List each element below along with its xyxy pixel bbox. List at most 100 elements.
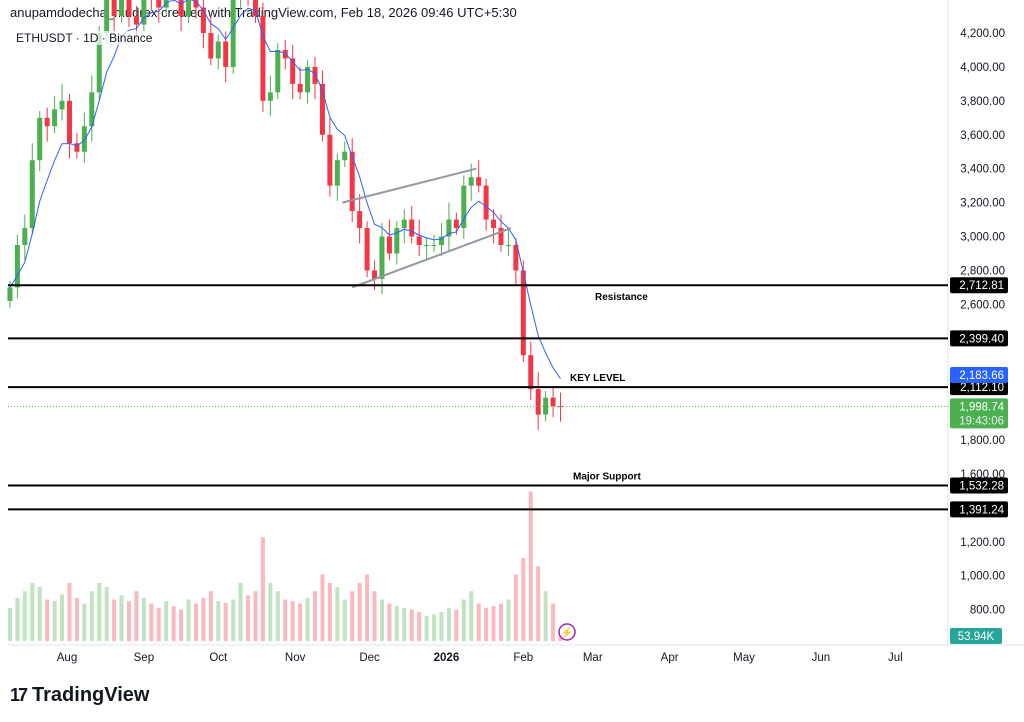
y-tick-label: 3,600.00: [960, 130, 1005, 142]
candle-body: [431, 245, 437, 246]
candle-body: [14, 245, 20, 288]
volume-bar: [216, 601, 221, 641]
lightning-icon: ⚡: [561, 626, 573, 639]
candle-body: [334, 160, 340, 186]
level-price-tag: 2,112.10: [960, 382, 1004, 394]
volume-bar: [528, 491, 533, 641]
channel-trendline: [351, 227, 512, 289]
candle-body: [401, 219, 407, 229]
x-tick-label: Dec: [359, 652, 380, 664]
level-price-tag-bg: [950, 277, 1008, 294]
ma-price-tag-bg: [950, 366, 1008, 383]
logo-text: TradingView: [32, 684, 150, 706]
moving-average-line: [9, 0, 561, 379]
level-price-tag-bg: [950, 477, 1008, 494]
level-price-tag: 2,399.40: [959, 333, 1004, 345]
y-tick-label: 1,800.00: [960, 435, 1005, 447]
candle-body: [141, 0, 147, 25]
candle-body: [357, 211, 363, 229]
volume-bar: [365, 574, 370, 641]
volume-bar: [104, 587, 109, 641]
y-tick-label: 4,000.00: [960, 62, 1005, 74]
symbol-legend[interactable]: ETHUSDT · 1D · Binance: [16, 31, 153, 45]
y-tick-label: 2,600.00: [960, 299, 1005, 311]
x-tick-label: Oct: [209, 652, 228, 664]
candle-body: [59, 100, 65, 110]
candle-body: [416, 236, 422, 245]
volume-bar: [432, 614, 437, 641]
candle-body: [52, 109, 58, 127]
y-tick-label: 4,200.00: [960, 28, 1005, 40]
candle-body: [305, 66, 311, 93]
volume-bar: [201, 597, 206, 641]
volume-bar: [357, 582, 362, 641]
x-tick-label: Jun: [812, 652, 831, 664]
x-tick-label: 2026: [434, 652, 460, 664]
candle-body: [200, 7, 206, 34]
level-annotation: Major Support: [573, 471, 641, 482]
candle-body: [7, 287, 13, 301]
countdown-timer: 19:43:06: [959, 415, 1004, 427]
candle-body: [513, 245, 519, 271]
volume-bar: [342, 599, 347, 641]
volume-bar: [313, 591, 317, 641]
volume-bar: [513, 574, 518, 641]
volume-bar: [484, 607, 489, 641]
volume-bar: [97, 582, 102, 641]
candle-body: [453, 219, 459, 229]
candle-body: [89, 92, 95, 127]
candle-body: [104, 0, 110, 33]
y-tick-label: 3,400.00: [960, 164, 1005, 176]
volume-bar: [476, 603, 481, 641]
volume-bar: [372, 591, 377, 641]
candle-body: [111, 0, 117, 17]
candle-body: [461, 185, 467, 229]
candle-body: [66, 100, 72, 144]
level-annotation: KEY LEVEL: [570, 373, 625, 384]
candle-body: [342, 151, 348, 161]
y-tick-label: 3,800.00: [960, 96, 1005, 108]
candle-body: [364, 228, 370, 271]
y-tick-label: 3,200.00: [960, 198, 1005, 210]
level-annotation: Resistance: [595, 292, 648, 303]
volume-bar: [223, 602, 228, 641]
volume-bar: [350, 591, 355, 641]
x-tick-label: Nov: [285, 652, 306, 664]
candle-body: [498, 228, 504, 245]
volume-bar: [275, 591, 280, 641]
volume-bar: [551, 603, 556, 641]
level-price-tag: 2,712.81: [959, 280, 1004, 292]
volume-bar: [521, 558, 526, 641]
volume-bar: [327, 582, 332, 641]
candle-body: [327, 134, 333, 186]
candle-body: [208, 33, 214, 59]
candle-body: [282, 49, 288, 59]
volume-bar: [52, 601, 57, 641]
candle-body: [44, 117, 50, 127]
lightning-event-icon: [558, 623, 576, 641]
volume-bar: [171, 606, 176, 641]
candle-body: [446, 219, 452, 237]
level-price-tag-bg: [950, 379, 1008, 396]
volume-bar: [179, 609, 184, 641]
volume-bar: [134, 591, 139, 641]
candle-body: [409, 219, 415, 237]
volume-tag-bg: [950, 628, 1002, 644]
candle-body: [476, 177, 482, 186]
tradingview-logo: 17 TradingView: [10, 684, 149, 707]
candle-body: [29, 160, 35, 229]
y-tick-label: 1,000.00: [960, 571, 1005, 583]
candle-body: [505, 245, 511, 246]
volume-bar: [260, 537, 265, 641]
volume-bar: [231, 599, 236, 641]
last-price-tag: 1,998.74: [959, 401, 1004, 413]
volume-bar: [82, 603, 87, 641]
x-tick-label: Apr: [661, 652, 679, 664]
volume-bar: [469, 591, 474, 641]
x-tick-label: Jul: [888, 652, 903, 664]
volume-bar: [283, 599, 288, 641]
x-tick-label: May: [733, 652, 755, 664]
y-tick-label: 800.00: [970, 605, 1005, 617]
volume-bar: [454, 609, 459, 641]
